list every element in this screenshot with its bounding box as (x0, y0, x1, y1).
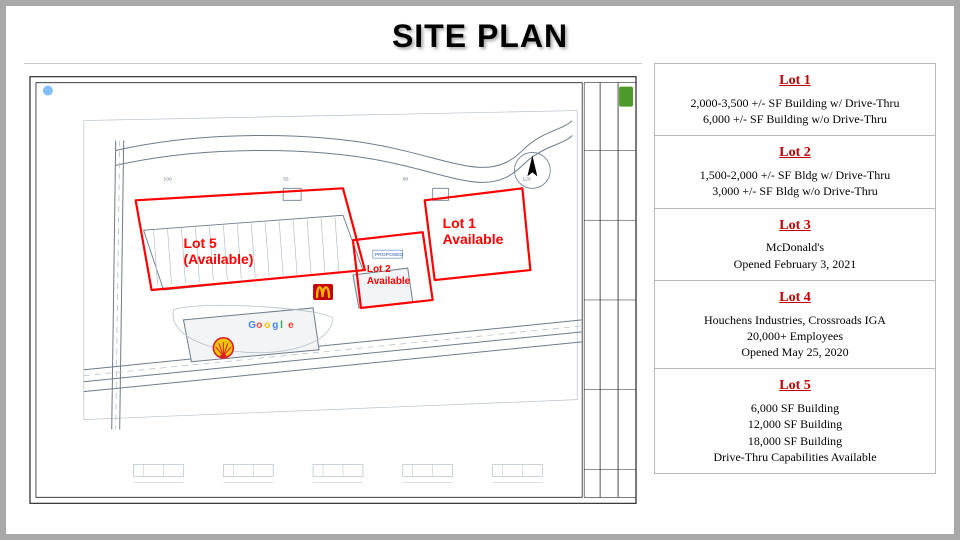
lot-line: Houchens Industries, Crossroads IGA (661, 312, 929, 328)
lot-line: Opened February 3, 2021 (661, 256, 929, 272)
lot-line: Drive-Thru Capabilities Available (661, 449, 929, 465)
svg-text:Available: Available (367, 276, 411, 287)
lot-line: 6,000 SF Building (661, 400, 929, 416)
lot-line: 12,000 SF Building (661, 416, 929, 432)
lot-cell-3: Lot 3 McDonald'sOpened February 3, 2021 (654, 208, 936, 280)
svg-text:g: g (272, 320, 278, 331)
lot-cell-2: Lot 2 1,500-2,000 +/- SF Bldg w/ Drive-Th… (654, 135, 936, 207)
svg-text:120: 120 (522, 176, 531, 182)
lot-title: Lot 1 (661, 72, 929, 91)
lot-line: 6,000 +/- SF Building w/o Drive-Thru (661, 111, 929, 127)
lot-cell-4: Lot 4 Houchens Industries, Crossroads IGA… (654, 280, 936, 368)
page-title: SITE PLAN (24, 18, 936, 55)
svg-text:o: o (264, 320, 270, 331)
svg-text:80: 80 (403, 176, 409, 182)
site-plan-svg: Lot 5(Available)Lot 2AvailableLot 1Avail… (24, 64, 642, 516)
svg-text:(Available): (Available) (183, 251, 253, 267)
lot-line: 1,500-2,000 +/- SF Bldg w/ Drive-Thru (661, 167, 929, 183)
svg-text:PROPOSED: PROPOSED (375, 252, 404, 258)
lot-title: Lot 3 (661, 217, 929, 236)
lot-line: McDonald's (661, 239, 929, 255)
svg-text:Lot 2: Lot 2 (367, 264, 391, 275)
lot-line: 18,000 SF Building (661, 433, 929, 449)
lots-table: Lot 1 2,000-3,500 +/- SF Building w/ Driv… (654, 63, 936, 516)
lot-cell-5: Lot 5 6,000 SF Building12,000 SF Building… (654, 368, 936, 474)
lot-cell-1: Lot 1 2,000-3,500 +/- SF Building w/ Driv… (654, 63, 936, 135)
lot-line: 20,000+ Employees (661, 328, 929, 344)
svg-text:G: G (248, 320, 256, 331)
lot-title: Lot 2 (661, 144, 929, 163)
svg-text:l: l (280, 320, 283, 331)
content-row: Lot 5(Available)Lot 2AvailableLot 1Avail… (24, 63, 936, 516)
lot-title: Lot 5 (661, 377, 929, 396)
svg-text:Lot 1: Lot 1 (443, 215, 477, 231)
svg-text:o: o (256, 320, 262, 331)
svg-text:100: 100 (164, 176, 173, 182)
svg-text:Available: Available (443, 231, 504, 247)
svg-text:e: e (288, 320, 294, 331)
slide-frame: SITE PLAN Lot 5(Available)Lot 2Available… (0, 0, 960, 540)
site-plan-drawing: Lot 5(Available)Lot 2AvailableLot 1Avail… (24, 63, 642, 516)
svg-text:Lot 5: Lot 5 (183, 235, 217, 251)
lot-line: 3,000 +/- SF Bldg w/o Drive-Thru (661, 183, 929, 199)
lot-title: Lot 4 (661, 289, 929, 308)
lot-line: Opened May 25, 2020 (661, 344, 929, 360)
svg-text:55: 55 (283, 176, 289, 182)
lot-line: 2,000-3,500 +/- SF Building w/ Drive-Thr… (661, 95, 929, 111)
